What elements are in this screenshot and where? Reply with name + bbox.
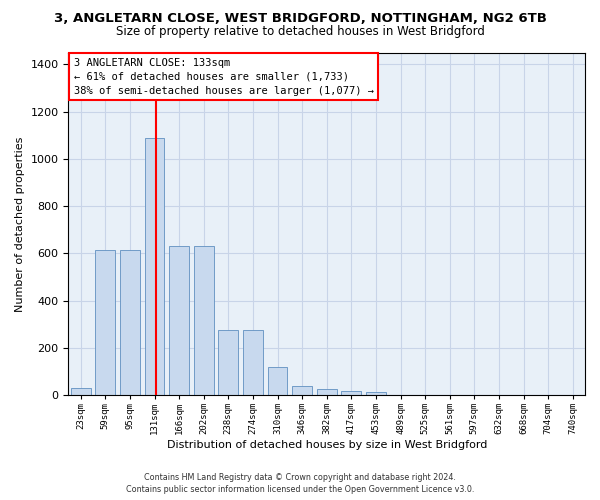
Text: 3 ANGLETARN CLOSE: 133sqm
← 61% of detached houses are smaller (1,733)
38% of se: 3 ANGLETARN CLOSE: 133sqm ← 61% of detac… bbox=[74, 58, 374, 96]
Bar bbox=[243, 330, 263, 395]
Bar bbox=[317, 390, 337, 395]
Bar bbox=[169, 246, 189, 395]
Bar bbox=[95, 250, 115, 395]
Bar bbox=[194, 246, 214, 395]
Text: Size of property relative to detached houses in West Bridgford: Size of property relative to detached ho… bbox=[116, 25, 484, 38]
Bar bbox=[268, 367, 287, 395]
X-axis label: Distribution of detached houses by size in West Bridgford: Distribution of detached houses by size … bbox=[167, 440, 487, 450]
Bar bbox=[71, 388, 91, 395]
Text: Contains HM Land Registry data © Crown copyright and database right 2024.
Contai: Contains HM Land Registry data © Crown c… bbox=[126, 472, 474, 494]
Bar bbox=[145, 138, 164, 395]
Bar bbox=[366, 392, 386, 395]
Bar bbox=[218, 330, 238, 395]
Y-axis label: Number of detached properties: Number of detached properties bbox=[15, 136, 25, 312]
Text: 3, ANGLETARN CLOSE, WEST BRIDGFORD, NOTTINGHAM, NG2 6TB: 3, ANGLETARN CLOSE, WEST BRIDGFORD, NOTT… bbox=[53, 12, 547, 26]
Bar bbox=[341, 390, 361, 395]
Bar bbox=[120, 250, 140, 395]
Bar bbox=[292, 386, 312, 395]
